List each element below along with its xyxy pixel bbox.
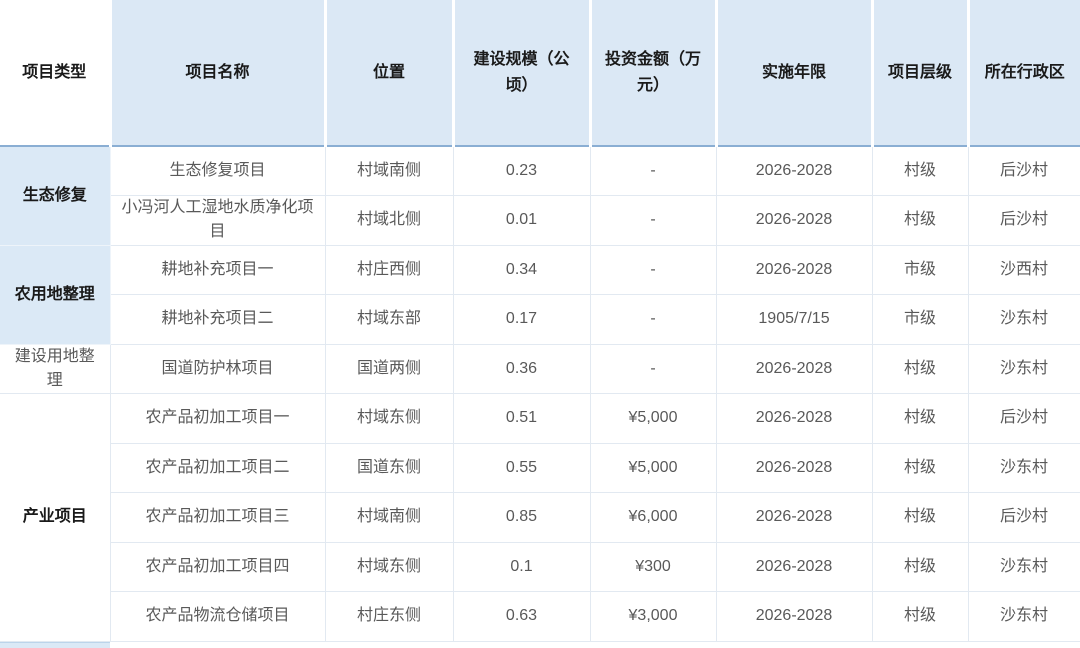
period-cell: 2026-2028	[715, 591, 873, 642]
location-cell: 村庄西侧	[324, 244, 454, 295]
next-row-partial-strip	[0, 641, 1080, 648]
table-row: 农产品物流仓储项目 村庄东侧 0.63 ¥3,000 2026-2028 村级 …	[0, 591, 1080, 642]
project-name-cell: 农产品初加工项目二	[109, 442, 326, 493]
table-row: 耕地补充项目二 村域东部 0.17 - 1905/7/15 市级 沙东村	[0, 294, 1080, 345]
level-cell: 村级	[871, 541, 969, 592]
level-cell: 市级	[871, 244, 969, 295]
project-name-cell: 国道防护林项目	[109, 343, 326, 394]
district-cell: 沙东村	[967, 294, 1080, 345]
investment-cell: ¥5,000	[589, 442, 717, 493]
table-row: 农用地整理 耕地补充项目一 村庄西侧 0.34 - 2026-2028 市级 沙…	[0, 244, 1080, 345]
district-cell: 后沙村	[967, 393, 1080, 444]
district-cell: 后沙村	[967, 145, 1080, 196]
period-cell: 2026-2028	[715, 442, 873, 493]
table-row: 农产品初加工项目二 国道东侧 0.55 ¥5,000 2026-2028 村级 …	[0, 442, 1080, 493]
project-name-cell: 生态修复项目	[109, 145, 326, 196]
level-cell: 村级	[871, 492, 969, 543]
district-cell: 后沙村	[967, 195, 1080, 246]
location-cell: 国道两侧	[324, 343, 454, 394]
header-location: 位置	[325, 0, 455, 147]
level-cell: 村级	[871, 145, 969, 196]
category-cell-industry-projects: 产业项目	[0, 393, 111, 642]
header-district: 所在行政区	[968, 0, 1080, 147]
location-cell: 村域北侧	[324, 195, 454, 246]
district-cell: 沙东村	[967, 541, 1080, 592]
scale-cell: 0.51	[452, 393, 591, 444]
location-cell: 村域南侧	[324, 145, 454, 196]
location-cell: 村域东部	[324, 294, 454, 345]
table-row: 生态修复 生态修复项目 村域南侧 0.23 - 2026-2028 村级 后沙村	[0, 145, 1080, 246]
level-cell: 村级	[871, 442, 969, 493]
header-row: 项目类型 项目名称 位置 建设规模（公顷） 投资金额（万元） 实施年限 项目层级…	[0, 0, 1080, 147]
investment-cell: -	[589, 343, 717, 394]
investment-cell: -	[589, 145, 717, 196]
header-project-name: 项目名称	[110, 0, 327, 147]
project-name-cell: 农产品初加工项目四	[109, 541, 326, 592]
investment-cell: ¥3,000	[589, 591, 717, 642]
investment-cell: -	[589, 195, 717, 246]
period-cell: 2026-2028	[715, 541, 873, 592]
scale-cell: 0.63	[452, 591, 591, 642]
period-cell: 2026-2028	[715, 343, 873, 394]
district-cell: 沙东村	[967, 591, 1080, 642]
project-name-cell: 农产品初加工项目三	[109, 492, 326, 543]
period-cell: 2026-2028	[715, 145, 873, 196]
location-cell: 村域南侧	[324, 492, 454, 543]
level-cell: 市级	[871, 294, 969, 345]
scale-cell: 0.01	[452, 195, 591, 246]
table-row: 小冯河人工湿地水质净化项目 村域北侧 0.01 - 2026-2028 村级 后…	[0, 195, 1080, 246]
investment-cell: ¥300	[589, 541, 717, 592]
next-category-cell-partial	[0, 641, 110, 648]
period-cell: 1905/7/15	[715, 294, 873, 345]
header-investment: 投资金额（万元）	[590, 0, 718, 147]
district-cell: 沙西村	[967, 244, 1080, 295]
scale-cell: 0.55	[452, 442, 591, 493]
project-name-cell: 农产品物流仓储项目	[109, 591, 326, 642]
scale-cell: 0.36	[452, 343, 591, 394]
project-name-cell: 耕地补充项目一	[109, 244, 326, 295]
location-cell: 村域东侧	[324, 393, 454, 444]
investment-cell: ¥5,000	[589, 393, 717, 444]
table-row: 产业项目 农产品初加工项目一 村域东侧 0.51 ¥5,000 2026-202…	[0, 393, 1080, 642]
header-period: 实施年限	[716, 0, 874, 147]
scale-cell: 0.1	[452, 541, 591, 592]
category-cell-ecological-restoration: 生态修复	[0, 145, 111, 246]
level-cell: 村级	[871, 195, 969, 246]
scale-cell: 0.17	[452, 294, 591, 345]
header-scale: 建设规模（公顷）	[453, 0, 592, 147]
location-cell: 村域东侧	[324, 541, 454, 592]
period-cell: 2026-2028	[715, 195, 873, 246]
header-project-type: 项目类型	[0, 0, 112, 147]
period-cell: 2026-2028	[715, 393, 873, 444]
header-level: 项目层级	[872, 0, 970, 147]
table-row: 农产品初加工项目四 村域东侧 0.1 ¥300 2026-2028 村级 沙东村	[0, 541, 1080, 592]
scale-cell: 0.23	[452, 145, 591, 196]
district-cell: 沙东村	[967, 343, 1080, 394]
investment-cell: -	[589, 244, 717, 295]
level-cell: 村级	[871, 393, 969, 444]
period-cell: 2026-2028	[715, 244, 873, 295]
scale-cell: 0.85	[452, 492, 591, 543]
investment-cell: ¥6,000	[589, 492, 717, 543]
scale-cell: 0.34	[452, 244, 591, 295]
location-cell: 国道东侧	[324, 442, 454, 493]
level-cell: 村级	[871, 591, 969, 642]
table-row: 建设用地整理 国道防护林项目 国道两侧 0.36 - 2026-2028 村级 …	[0, 343, 1080, 394]
district-cell: 后沙村	[967, 492, 1080, 543]
table-row: 农产品初加工项目三 村域南侧 0.85 ¥6,000 2026-2028 村级 …	[0, 492, 1080, 543]
period-cell: 2026-2028	[715, 492, 873, 543]
project-name-cell: 农产品初加工项目一	[109, 393, 326, 444]
category-cell-construction-land: 建设用地整理	[0, 343, 111, 394]
investment-cell: -	[589, 294, 717, 345]
project-name-cell: 耕地补充项目二	[109, 294, 326, 345]
location-cell: 村庄东侧	[324, 591, 454, 642]
project-name-cell: 小冯河人工湿地水质净化项目	[109, 195, 326, 246]
level-cell: 村级	[871, 343, 969, 394]
district-cell: 沙东村	[967, 442, 1080, 493]
category-cell-farmland-consolidation: 农用地整理	[0, 244, 111, 345]
